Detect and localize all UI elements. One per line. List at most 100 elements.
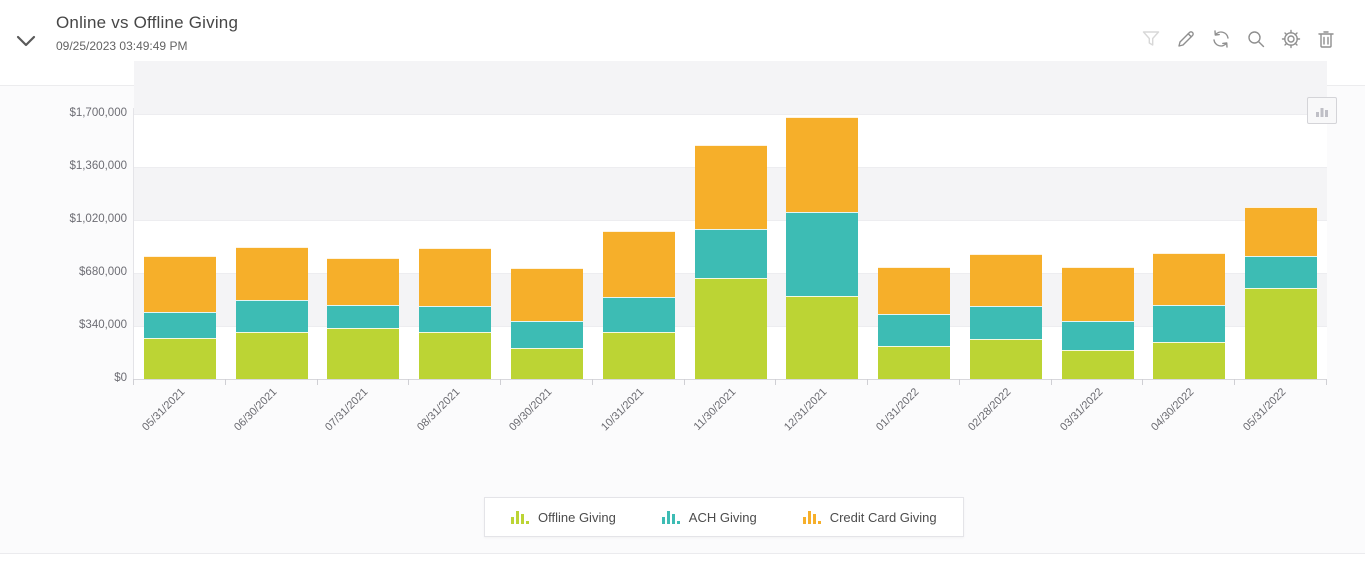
bar-segment-offline-giving[interactable] xyxy=(602,332,675,379)
bar-segment-credit-card-giving[interactable] xyxy=(602,230,675,298)
x-axis-tick xyxy=(591,379,593,385)
bar-segment-offline-giving[interactable] xyxy=(694,277,767,379)
widget-title: Online vs Offline Giving xyxy=(56,13,239,32)
bar-segment-credit-card-giving[interactable] xyxy=(1245,206,1318,256)
x-axis-tick xyxy=(316,379,318,385)
x-axis-tick xyxy=(133,379,134,385)
x-axis-tick xyxy=(500,379,502,385)
delete-icon[interactable] xyxy=(1314,27,1337,50)
chart-region: $0 $340,000 $680,000 $1,020,000 $1,360,000 $1… xyxy=(0,61,1365,553)
x-tick-label: 11/30/2021 xyxy=(691,386,738,433)
y-tick-label: $1,700,000 xyxy=(69,107,127,119)
y-tick-label: $1,360,000 xyxy=(69,160,127,172)
legend-item-ach-giving[interactable]: ACH Giving xyxy=(661,509,757,525)
mini-chart-icon xyxy=(1316,107,1328,117)
bar-segment-ach-giving[interactable] xyxy=(1153,304,1226,343)
chart-legend: Offline Giving ACH Giving Credit Card Givi… xyxy=(484,497,964,537)
bar-segment-offline-giving[interactable] xyxy=(1061,350,1134,379)
bar-segment-ach-giving[interactable] xyxy=(602,297,675,333)
x-tick-label: 06/30/2021 xyxy=(231,386,280,434)
x-axis-tick xyxy=(775,379,777,385)
y-tick-label: $1,020,000 xyxy=(69,213,127,225)
bar-segment-offline-giving[interactable] xyxy=(419,332,492,379)
y-tick-label: $0 xyxy=(114,372,127,384)
filter-icon[interactable] xyxy=(1139,27,1162,50)
bar-segment-credit-card-giving[interactable] xyxy=(143,255,216,312)
bar-segment-ach-giving[interactable] xyxy=(1061,321,1134,351)
bar-segment-credit-card-giving[interactable] xyxy=(327,258,400,305)
x-tick-label: 08/31/2021 xyxy=(415,386,463,434)
x-tick-label: 05/31/2022 xyxy=(1241,386,1289,434)
bar-segment-offline-giving[interactable] xyxy=(786,296,859,379)
bar-segment-offline-giving[interactable] xyxy=(327,328,400,379)
x-tick-label: 05/31/2021 xyxy=(139,386,188,434)
x-tick-label: 04/30/2022 xyxy=(1149,386,1197,434)
x-tick-label: 07/31/2021 xyxy=(323,386,371,434)
x-tick-label: 01/31/2022 xyxy=(874,386,922,434)
refresh-icon[interactable] xyxy=(1209,27,1232,50)
bar-segment-ach-giving[interactable] xyxy=(143,311,216,339)
bar-segment-ach-giving[interactable] xyxy=(419,305,492,333)
bar-segment-credit-card-giving[interactable] xyxy=(510,267,583,321)
bar-segment-credit-card-giving[interactable] xyxy=(786,117,859,213)
bar-segment-credit-card-giving[interactable] xyxy=(878,266,951,315)
legend-item-offline-giving[interactable]: Offline Giving xyxy=(511,510,616,525)
x-axis-tick xyxy=(408,379,410,385)
x-axis-tick xyxy=(1050,379,1052,385)
bar-segment-offline-giving[interactable] xyxy=(1245,287,1318,379)
bar-segment-offline-giving[interactable] xyxy=(510,347,583,379)
chart-menu-button[interactable] xyxy=(1307,97,1337,124)
bar-segment-offline-giving[interactable] xyxy=(969,339,1042,379)
bar-segment-ach-giving[interactable] xyxy=(969,305,1042,340)
legend-label: Credit Card Giving xyxy=(829,509,937,525)
y-tick-label: $680,000 xyxy=(79,266,127,278)
x-axis-tick xyxy=(867,379,869,385)
bar-segment-credit-card-giving[interactable] xyxy=(419,248,492,306)
x-axis-tick xyxy=(1234,379,1236,385)
bar-segment-ach-giving[interactable] xyxy=(786,212,859,297)
bar-segment-credit-card-giving[interactable] xyxy=(1061,266,1134,322)
x-axis-tick xyxy=(1142,379,1144,385)
settings-icon[interactable] xyxy=(1279,27,1302,50)
gridline xyxy=(134,114,1327,115)
bar-segment-credit-card-giving[interactable] xyxy=(694,145,767,230)
x-axis-tick xyxy=(958,379,960,385)
bar-segment-offline-giving[interactable] xyxy=(1153,342,1226,379)
bar-segment-ach-giving[interactable] xyxy=(1245,255,1318,288)
x-tick-label: 02/28/2022 xyxy=(965,386,1014,434)
x-axis-tick xyxy=(224,379,226,385)
bar-segment-ach-giving[interactable] xyxy=(235,300,308,333)
bar-segment-offline-giving[interactable] xyxy=(878,346,951,379)
bar-segment-credit-card-giving[interactable] xyxy=(969,254,1042,306)
widget-toolbar xyxy=(1139,27,1337,50)
edit-icon[interactable] xyxy=(1174,27,1197,50)
legend-series-icon xyxy=(802,510,821,524)
bar-segment-offline-giving[interactable] xyxy=(235,332,308,379)
collapse-chevron-icon[interactable] xyxy=(12,28,40,54)
bar-segment-ach-giving[interactable] xyxy=(327,304,400,329)
plot-band xyxy=(134,61,1327,114)
plot-area xyxy=(133,61,1327,380)
bar-segment-credit-card-giving[interactable] xyxy=(235,247,308,301)
x-tick-label: 03/31/2022 xyxy=(1057,386,1106,434)
bar-segment-ach-giving[interactable] xyxy=(510,320,583,348)
widget-timestamp: 09/25/2023 03:49:49 PM xyxy=(56,39,188,53)
bar-segment-ach-giving[interactable] xyxy=(694,229,767,278)
x-tick-label: 12/31/2021 xyxy=(782,386,830,434)
title-block: Online vs Offline Giving 09/25/2023 03:4… xyxy=(56,13,238,53)
legend-series-icon xyxy=(511,510,529,524)
legend-item-credit-card-giving[interactable]: Credit Card Giving xyxy=(802,509,937,525)
legend-series-icon xyxy=(661,510,680,524)
x-axis-tick xyxy=(683,379,685,385)
x-axis-tick xyxy=(1326,379,1327,385)
legend-label: ACH Giving xyxy=(688,509,757,525)
bar-segment-ach-giving[interactable] xyxy=(878,314,951,347)
bar-segment-credit-card-giving[interactable] xyxy=(1153,252,1226,305)
legend-label: Offline Giving xyxy=(538,509,616,525)
bar-segment-offline-giving[interactable] xyxy=(143,338,216,379)
x-tick-label: 09/30/2021 xyxy=(507,386,555,434)
y-tick-label: $340,000 xyxy=(79,319,127,331)
zoom-icon[interactable] xyxy=(1244,27,1267,50)
x-tick-label: 10/31/2021 xyxy=(598,386,647,434)
